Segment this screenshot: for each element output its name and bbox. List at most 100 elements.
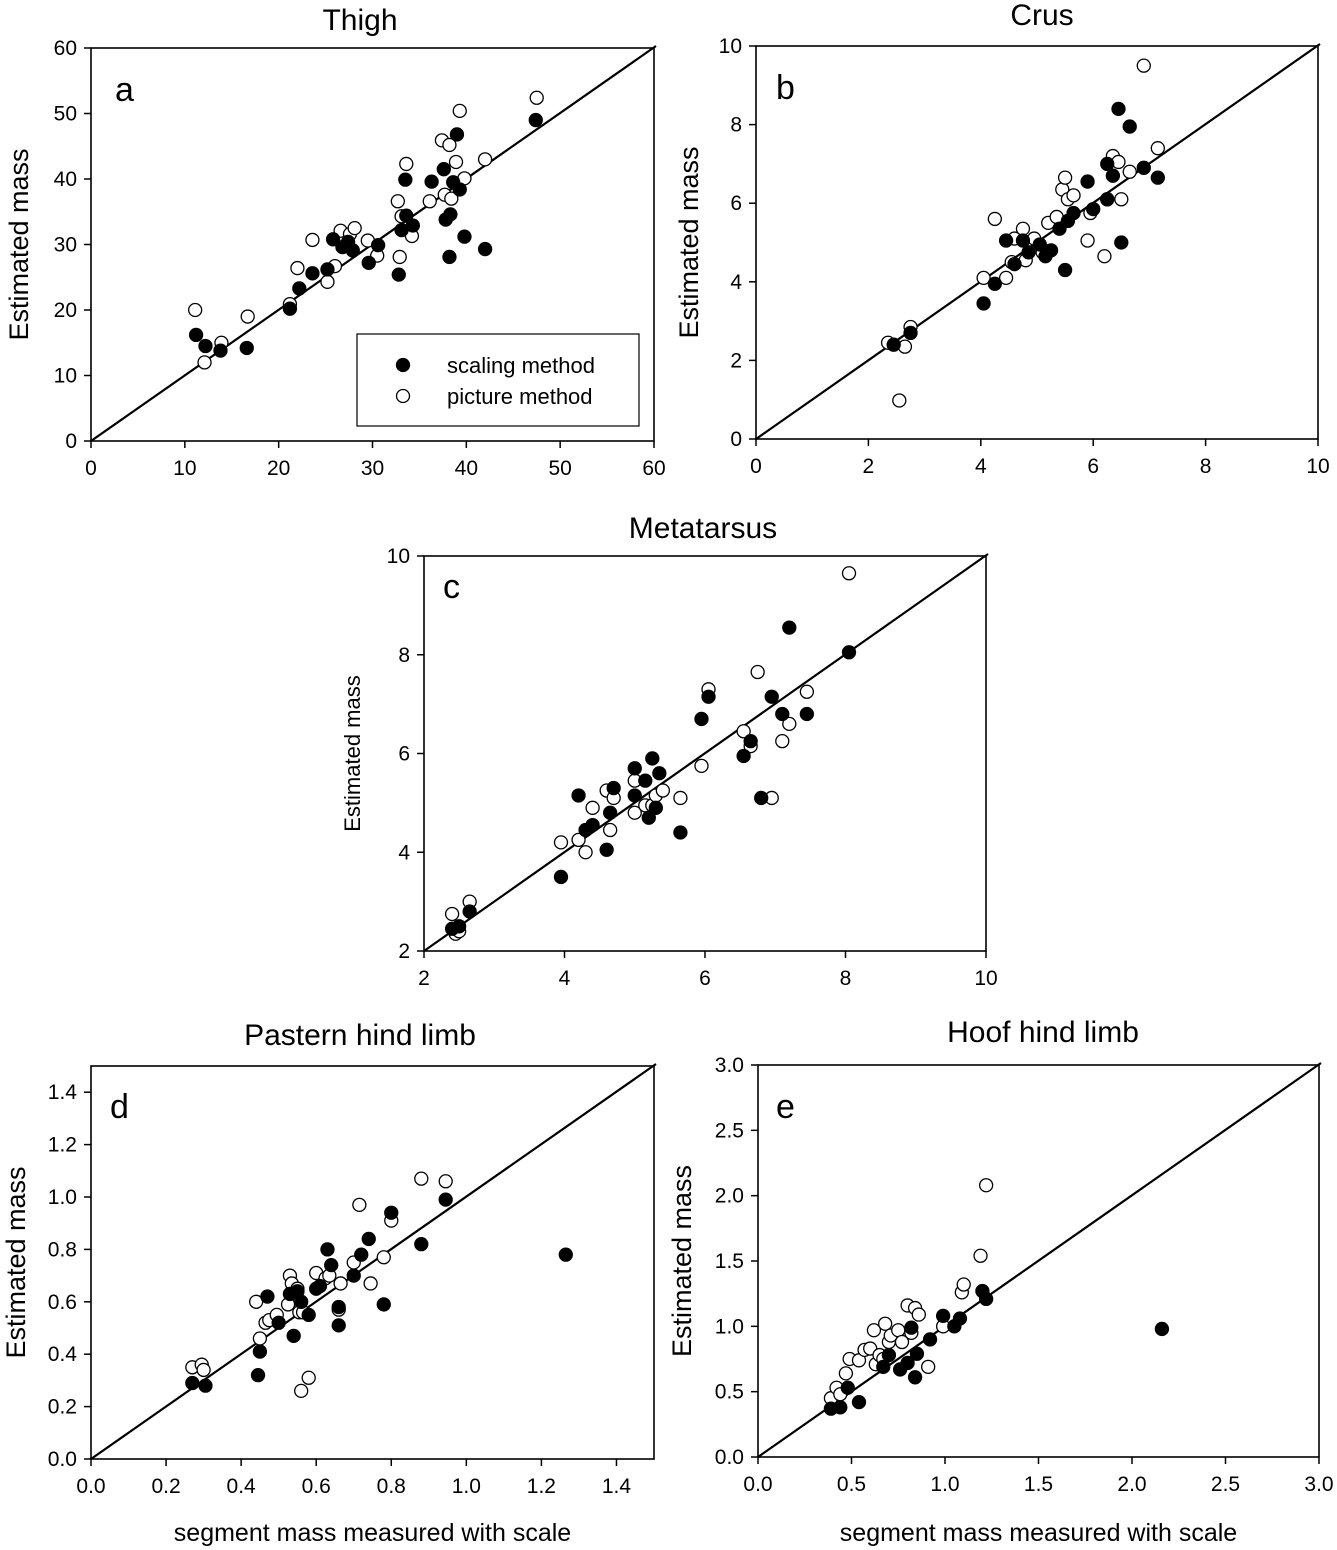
- point-picture-method: [442, 137, 457, 153]
- legend-box: [356, 333, 640, 427]
- point-scaling-method: [1150, 170, 1165, 185]
- point-scaling-method: [324, 1257, 339, 1273]
- legend-label: scaling method: [447, 353, 595, 378]
- y-tick-label: 0: [730, 428, 742, 451]
- x-tick-label: 8: [1200, 455, 1212, 478]
- point-scaling-method: [558, 1247, 573, 1262]
- point-scaling-method: [701, 689, 716, 704]
- point-scaling-method: [1021, 245, 1036, 260]
- point-scaling-method: [907, 1370, 923, 1385]
- point-scaling-method: [320, 1242, 335, 1257]
- y-axis-label: Estimated mass: [674, 146, 704, 338]
- x-tick-label: 10: [173, 457, 196, 480]
- point-scaling-method: [904, 1320, 919, 1335]
- plot-frame: [90, 1065, 655, 1460]
- point-scaling-method: [736, 748, 751, 764]
- y-tick-label: 2.5: [715, 1119, 744, 1142]
- point-scaling-method: [286, 1328, 301, 1344]
- y-tick-label: 2: [398, 940, 410, 963]
- y-tick-label: 2: [730, 349, 742, 372]
- point-scaling-method: [398, 172, 413, 187]
- x-tick-label: 1.2: [527, 1475, 556, 1498]
- point-picture-method: [320, 274, 335, 289]
- point-scaling-method: [320, 262, 335, 277]
- point-scaling-method: [648, 800, 663, 815]
- y-tick-label: 6: [398, 743, 410, 766]
- point-scaling-method: [638, 773, 653, 788]
- point-scaling-method: [1111, 101, 1126, 117]
- identity-line: [90, 1063, 657, 1460]
- panel-label: c: [443, 568, 460, 606]
- point-picture-method: [553, 835, 569, 850]
- point-picture-method: [197, 355, 212, 370]
- x-tick-label: 10: [974, 967, 997, 990]
- point-picture-method: [1150, 141, 1165, 156]
- point-picture-method: [301, 1370, 316, 1385]
- point-picture-method: [452, 103, 467, 119]
- x-tick-label: 20: [267, 457, 290, 480]
- x-tick-label: 50: [548, 457, 571, 480]
- point-scaling-method: [886, 337, 901, 352]
- y-tick-label: 4: [398, 841, 410, 864]
- point-picture-method: [422, 194, 437, 209]
- chart-title: Hoof hind limb: [947, 1016, 1139, 1049]
- point-scaling-method: [876, 1359, 891, 1374]
- point-scaling-method: [881, 1347, 897, 1363]
- point-scaling-method: [1136, 160, 1151, 175]
- point-picture-method: [987, 211, 1002, 227]
- x-tick-label: 6: [1087, 455, 1099, 478]
- point-scaling-method: [922, 1332, 938, 1347]
- point-scaling-method: [312, 1278, 328, 1294]
- point-scaling-method: [436, 162, 451, 177]
- point-picture-method: [878, 1316, 893, 1331]
- point-scaling-method: [1114, 235, 1129, 250]
- point-picture-method: [998, 270, 1014, 286]
- point-picture-method: [736, 724, 751, 739]
- y-tick-label: 8: [398, 644, 410, 667]
- chart-title: Crus: [1010, 0, 1073, 32]
- point-picture-method: [571, 832, 586, 848]
- panel-c: Metatarsus c 2 4 6 8 10 2 4 6 8 10 Estimated mass: [340, 512, 998, 990]
- point-scaling-method: [457, 229, 472, 244]
- point-picture-method: [655, 783, 670, 798]
- y-tick-label: 1.5: [715, 1250, 744, 1273]
- point-picture-method: [866, 1323, 882, 1338]
- point-scaling-method: [743, 734, 758, 749]
- point-picture-method: [1114, 192, 1129, 207]
- point-scaling-method: [571, 788, 586, 803]
- point-scaling-method: [603, 805, 618, 820]
- point-scaling-method: [1015, 233, 1031, 248]
- point-scaling-method: [799, 706, 815, 722]
- point-picture-method: [188, 302, 203, 318]
- point-scaling-method: [998, 233, 1014, 248]
- point-picture-method: [585, 800, 600, 815]
- x-tick-label: 40: [455, 457, 478, 480]
- point-scaling-method: [346, 1268, 361, 1283]
- point-picture-method: [578, 845, 593, 860]
- point-scaling-method: [198, 338, 213, 354]
- point-picture-method: [438, 1174, 453, 1189]
- point-picture-method: [414, 1171, 429, 1186]
- x-tick-label: 0.2: [151, 1475, 180, 1498]
- point-scaling-method: [599, 842, 614, 857]
- legend-marker-open: [395, 388, 411, 404]
- point-picture-method: [448, 154, 464, 170]
- point-scaling-method: [627, 788, 642, 803]
- point-scaling-method: [833, 1400, 848, 1415]
- x-tick-label: 0.6: [302, 1475, 331, 1498]
- point-scaling-method: [641, 810, 656, 825]
- panel-e: Hoof hind limb e 0.0 0.5 1.0 1.5 2.0 2.5 3.0 0.0 0…: [667, 1016, 1334, 1547]
- point-picture-method: [978, 1178, 994, 1193]
- y-tick-label: 1.0: [715, 1315, 744, 1338]
- point-picture-method: [973, 1248, 988, 1263]
- point-scaling-method: [652, 766, 667, 781]
- x-tick-label: 0.5: [837, 1473, 866, 1496]
- point-picture-method: [376, 1250, 391, 1265]
- x-tick-label: 4: [559, 967, 571, 990]
- point-scaling-method: [405, 218, 420, 233]
- point-picture-method: [390, 194, 405, 209]
- point-scaling-method: [976, 296, 991, 311]
- point-picture-method: [1122, 164, 1137, 179]
- point-picture-method: [750, 664, 765, 680]
